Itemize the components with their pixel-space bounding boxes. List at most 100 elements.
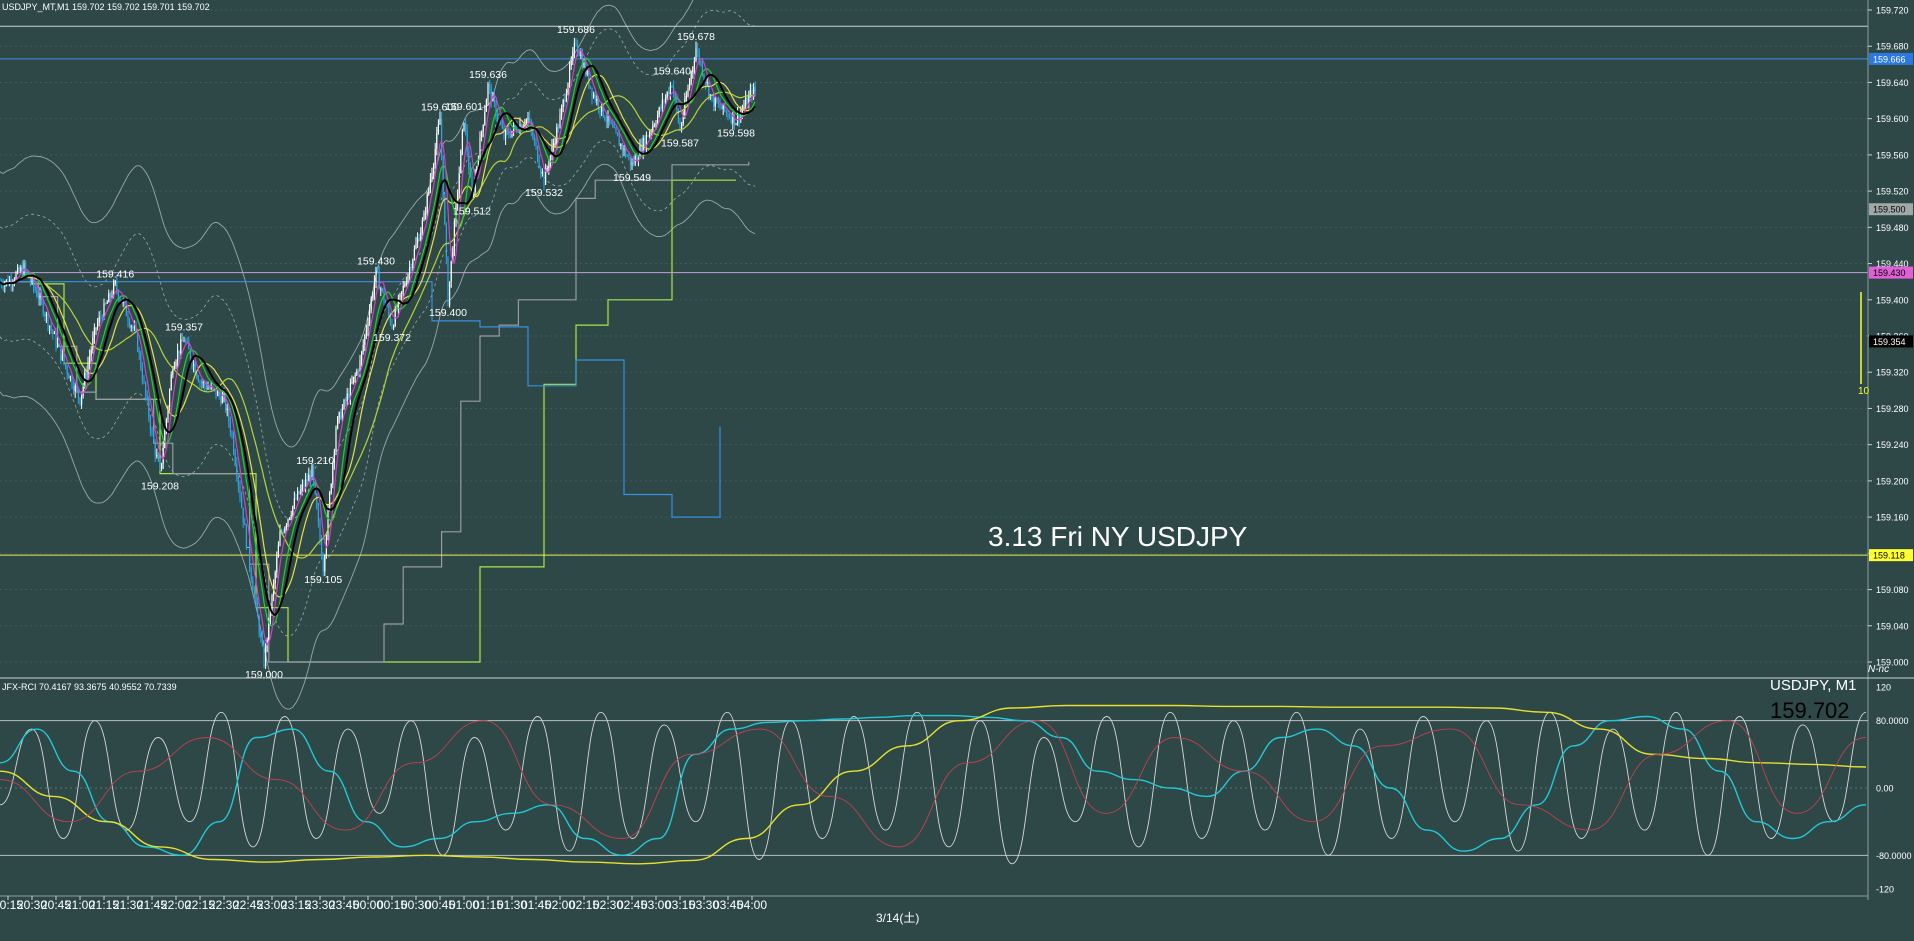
- candle-body: [361, 351, 363, 361]
- candle-body: [476, 166, 478, 176]
- time-axis[interactable]: 20:1520:3020:4521:0021:1521:3021:4522:00…: [0, 896, 767, 912]
- candle-body: [381, 288, 383, 291]
- candle-body: [298, 491, 300, 494]
- candle-body: [489, 83, 491, 88]
- candle-body: [490, 87, 492, 102]
- candle-body: [601, 103, 603, 112]
- price-annotation: 159.208: [141, 481, 179, 493]
- price-tag-label: 159.430: [1873, 268, 1906, 278]
- time-tick-label: 03:45: [713, 898, 743, 912]
- candle-body: [57, 344, 59, 347]
- price-tick-label: 159.320: [1876, 368, 1909, 378]
- candle-body: [653, 125, 655, 127]
- candle-body: [268, 618, 270, 640]
- candle-body: [458, 173, 460, 194]
- candle-body: [378, 271, 380, 290]
- candle-body: [703, 74, 705, 79]
- candle-body: [295, 498, 297, 500]
- price-tag-bg: [1869, 266, 1913, 279]
- price-tags: 159.666 159.500 159.430 159.354 159.118: [1869, 52, 1913, 562]
- candle-body: [385, 301, 387, 305]
- candle-body: [249, 547, 251, 568]
- rci-lines: [0, 704, 1867, 865]
- candle-body: [508, 131, 510, 135]
- price-axis[interactable]: 159.720 159.680 159.640 159.600 159.560 159.5…: [1868, 6, 1909, 668]
- candle-body: [50, 325, 52, 330]
- time-tick-label: 03:15: [665, 898, 695, 912]
- time-tick-label: 23:45: [329, 898, 359, 912]
- candle-body: [81, 394, 83, 405]
- candle-body: [485, 99, 487, 112]
- candle-body: [685, 96, 687, 100]
- candle-body: [580, 54, 582, 56]
- candle-body: [516, 127, 518, 132]
- time-tick-label: 20:15: [0, 898, 23, 912]
- candle-body: [724, 103, 726, 111]
- candle-body: [743, 105, 745, 109]
- indicator-axis: 120 80.0000 0.00 -80.0000 -120: [1876, 683, 1912, 895]
- candle-body: [748, 94, 750, 105]
- candle-body: [167, 407, 169, 419]
- price-tick-label: 159.160: [1876, 513, 1909, 523]
- indicator-line: JFX-RCI 70.4167 93.3675 40.9552 70.7339: [2, 682, 177, 692]
- candle-body: [369, 310, 371, 323]
- price-annotation: 159.532: [525, 187, 563, 199]
- time-tick-label: 00:45: [425, 898, 455, 912]
- candle-body: [76, 385, 78, 390]
- candle-body: [10, 279, 12, 285]
- candle-body: [399, 293, 401, 298]
- candle-body: [37, 296, 39, 300]
- candle-body: [297, 491, 299, 499]
- candle-body: [671, 85, 673, 88]
- time-tick-label: 21:45: [137, 898, 167, 912]
- side-marker: 10: [1858, 386, 1870, 397]
- candle-body: [151, 430, 153, 433]
- candle-body: [263, 645, 265, 667]
- candle-body: [578, 50, 580, 56]
- candle-body: [468, 151, 470, 170]
- candle-body: [305, 479, 307, 488]
- candle-body: [421, 220, 423, 233]
- price-annotation: 159.686: [557, 24, 595, 36]
- candle-body: [233, 434, 235, 453]
- candle-body: [407, 274, 409, 283]
- candle-body: [577, 44, 579, 51]
- candle-body: [145, 382, 147, 395]
- candle-body: [722, 103, 724, 110]
- candle-body: [39, 293, 41, 300]
- candle-body: [69, 376, 71, 379]
- price-annotation: 159.416: [96, 268, 134, 280]
- step-blue-line: [0, 281, 721, 518]
- candle-body: [65, 363, 67, 367]
- candle-body: [461, 130, 463, 150]
- price-tick-label: 159.720: [1876, 6, 1909, 16]
- candle-body: [108, 293, 110, 303]
- price-tick-label: 159.520: [1876, 187, 1909, 197]
- candle-body: [564, 99, 566, 102]
- price-tag-label: 159.666: [1873, 54, 1906, 64]
- candle-body: [89, 356, 91, 364]
- candle-body: [127, 316, 129, 322]
- candle-body: [753, 86, 755, 97]
- candle-body: [34, 287, 36, 291]
- price-annotation: 159.372: [373, 332, 411, 344]
- candle-body: [289, 517, 291, 520]
- candle-body: [572, 50, 574, 62]
- candle-body: [503, 128, 505, 139]
- candle-body: [692, 67, 694, 73]
- candle-body: [599, 108, 601, 112]
- candle-body: [543, 172, 545, 185]
- candle-body: [621, 144, 623, 151]
- time-tick-label: 03:30: [689, 898, 719, 912]
- candle-body: [85, 372, 87, 376]
- candle-body: [117, 290, 119, 299]
- ma-olive-line: [0, 91, 756, 559]
- candle-body: [679, 121, 681, 131]
- candle-body: [180, 339, 182, 354]
- candle-body: [276, 557, 278, 573]
- candle-body: [605, 120, 607, 122]
- candle-body: [754, 86, 756, 92]
